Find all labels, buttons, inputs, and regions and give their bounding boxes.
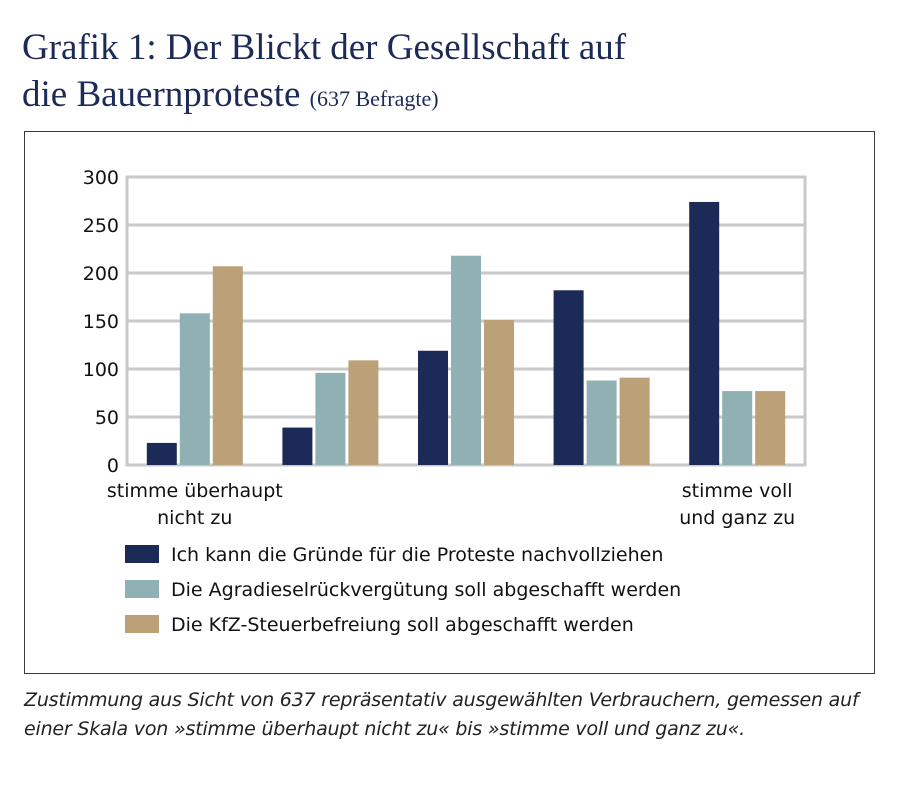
bar [484,320,514,465]
bar-chart: 0 50 100 150 200 250 300 stimme überhaupt nicht … [83,167,807,636]
x-category-label: und ganz zu [679,507,795,529]
bar [179,313,210,465]
chart-frame: 0 50 100 150 200 250 300 stimme überhaupt nicht … [24,131,875,674]
bar [755,391,786,465]
bar [619,377,650,465]
bar [451,255,481,465]
bar [722,391,753,465]
title-line-1: Grafik 1: Der Blickt der Gesellschaft au… [22,27,627,68]
bar [418,350,448,465]
bar [348,360,379,465]
y-tick-label: 100 [83,359,119,381]
title-subtitle: (637 Befragte) [309,86,439,111]
bar [689,201,720,465]
y-tick-label: 200 [83,263,119,285]
figure-caption: Zustimmung aus Sicht von 637 repräsentat… [24,689,859,740]
y-tick-label: 150 [83,311,119,333]
x-category-label: stimme überhaupt [107,480,283,502]
bar [553,290,584,465]
bar [146,442,177,465]
title-line-2: die Bauernproteste (637 Befragte) [22,71,882,122]
legend-swatch [125,580,159,598]
y-tick-label: 50 [95,407,119,429]
bar [212,266,243,465]
y-tick-label: 0 [107,455,119,477]
bar [315,372,346,465]
bar [586,380,617,465]
y-tick-label: 300 [83,167,119,189]
legend-swatch [125,545,159,563]
bar [282,427,313,465]
legend-label: Die KfZ-Steuerbefreiung soll abgeschafft… [171,614,634,636]
x-category-label: nicht zu [157,507,232,529]
legend-swatch [125,615,159,633]
legend-label: Die Agradieselrückvergütung soll abgesch… [171,579,681,601]
title-text: die Bauernproteste [22,74,301,115]
chart-title: Grafik 1: Der Blickt der Gesellschaft au… [22,24,882,122]
legend-label: Ich kann die Gründe für die Proteste nac… [171,544,663,566]
x-category-label: stimme voll [682,480,793,502]
y-tick-label: 250 [83,215,119,237]
